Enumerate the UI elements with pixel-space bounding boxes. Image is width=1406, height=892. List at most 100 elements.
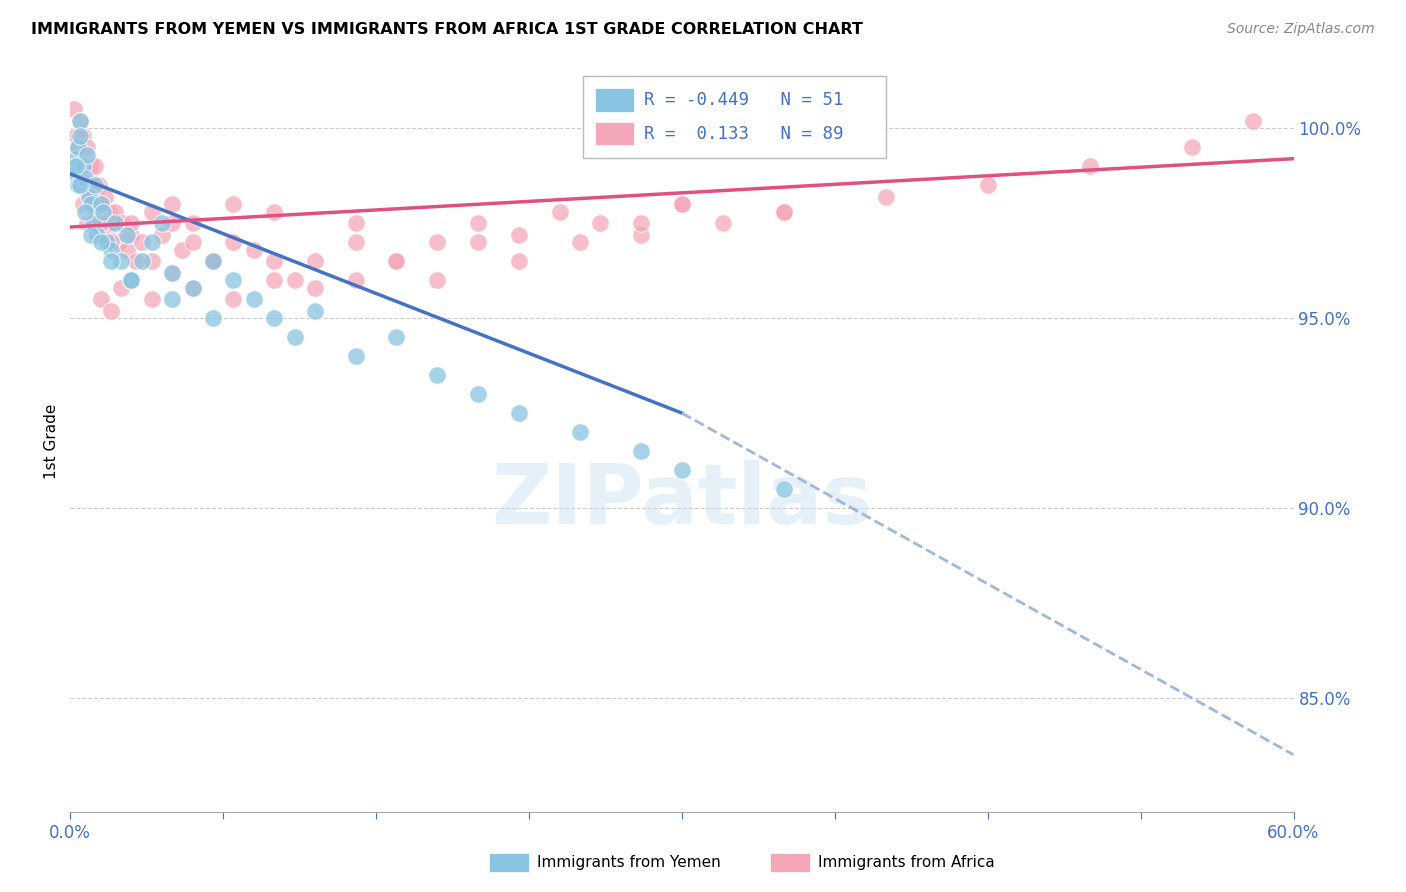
Point — [141, 254, 163, 268]
Point — [91, 216, 114, 230]
Point — [773, 204, 796, 219]
Point — [243, 243, 266, 257]
Point — [131, 254, 153, 268]
Point — [426, 368, 449, 383]
Point — [98, 204, 121, 219]
Point — [875, 189, 897, 203]
Point — [69, 159, 91, 173]
Point — [548, 204, 571, 219]
Point — [1078, 159, 1101, 173]
Point — [426, 235, 449, 250]
Point — [181, 281, 204, 295]
Point — [344, 235, 367, 250]
Point — [63, 167, 86, 181]
Point — [63, 103, 86, 117]
Point — [344, 349, 367, 363]
Point — [121, 273, 143, 287]
Point — [426, 273, 449, 287]
Point — [121, 227, 143, 242]
Point — [67, 140, 90, 154]
Point — [72, 197, 94, 211]
Point — [104, 216, 127, 230]
Point — [117, 227, 139, 242]
Point — [630, 227, 652, 242]
Point — [79, 178, 103, 193]
Point — [467, 216, 489, 230]
Point — [96, 227, 118, 242]
Point — [568, 425, 592, 439]
Point — [222, 273, 245, 287]
Point — [73, 204, 96, 219]
Point — [121, 216, 143, 230]
Point — [72, 128, 94, 143]
Point — [222, 292, 245, 306]
Point — [90, 197, 112, 211]
Point — [284, 273, 307, 287]
Point — [263, 273, 285, 287]
Point — [568, 235, 592, 250]
Point — [65, 128, 87, 143]
Point — [711, 216, 734, 230]
Point — [83, 178, 105, 193]
Point — [90, 216, 112, 230]
Point — [90, 197, 112, 211]
Point — [671, 197, 693, 211]
Point — [91, 204, 114, 219]
Point — [304, 281, 326, 295]
Point — [263, 254, 285, 268]
Y-axis label: 1st Grade: 1st Grade — [44, 404, 59, 479]
Point — [181, 281, 204, 295]
Point — [96, 235, 118, 250]
Text: Immigrants from Yemen: Immigrants from Yemen — [537, 855, 721, 870]
Point — [79, 227, 103, 242]
Point — [67, 178, 90, 193]
Point — [67, 140, 90, 154]
Text: R =  0.133   N = 89: R = 0.133 N = 89 — [644, 125, 844, 143]
Point — [141, 235, 163, 250]
Point — [467, 387, 489, 401]
Point — [630, 444, 652, 458]
Point — [87, 178, 110, 193]
Point — [110, 281, 132, 295]
Point — [77, 167, 100, 181]
Point — [222, 197, 245, 211]
Point — [773, 204, 796, 219]
Point — [202, 254, 225, 268]
Point — [100, 235, 122, 250]
Point — [82, 189, 104, 203]
Text: IMMIGRANTS FROM YEMEN VS IMMIGRANTS FROM AFRICA 1ST GRADE CORRELATION CHART: IMMIGRANTS FROM YEMEN VS IMMIGRANTS FROM… — [31, 22, 863, 37]
Point — [108, 235, 131, 250]
Point — [344, 216, 367, 230]
Text: R = -0.449   N = 51: R = -0.449 N = 51 — [644, 91, 844, 109]
Point — [67, 178, 90, 193]
Point — [162, 292, 183, 306]
Point — [100, 303, 122, 318]
Point — [100, 243, 122, 257]
Point — [90, 235, 112, 250]
Point — [304, 254, 326, 268]
Point — [104, 204, 127, 219]
Point — [385, 330, 408, 344]
Point — [150, 216, 173, 230]
Point — [72, 159, 94, 173]
Point — [671, 463, 693, 477]
Point — [94, 189, 117, 203]
Point — [110, 254, 132, 268]
Point — [976, 178, 998, 193]
Point — [73, 152, 96, 166]
Point — [76, 140, 98, 154]
Point — [121, 273, 143, 287]
Point — [65, 152, 87, 166]
Point — [222, 235, 245, 250]
Point — [69, 113, 91, 128]
Point — [124, 254, 146, 268]
Point — [76, 216, 98, 230]
Point — [141, 292, 163, 306]
Point — [131, 235, 153, 250]
Point — [141, 204, 163, 219]
Point — [79, 197, 103, 211]
Point — [202, 254, 225, 268]
Point — [65, 159, 87, 173]
Point — [82, 216, 104, 230]
Point — [100, 216, 122, 230]
